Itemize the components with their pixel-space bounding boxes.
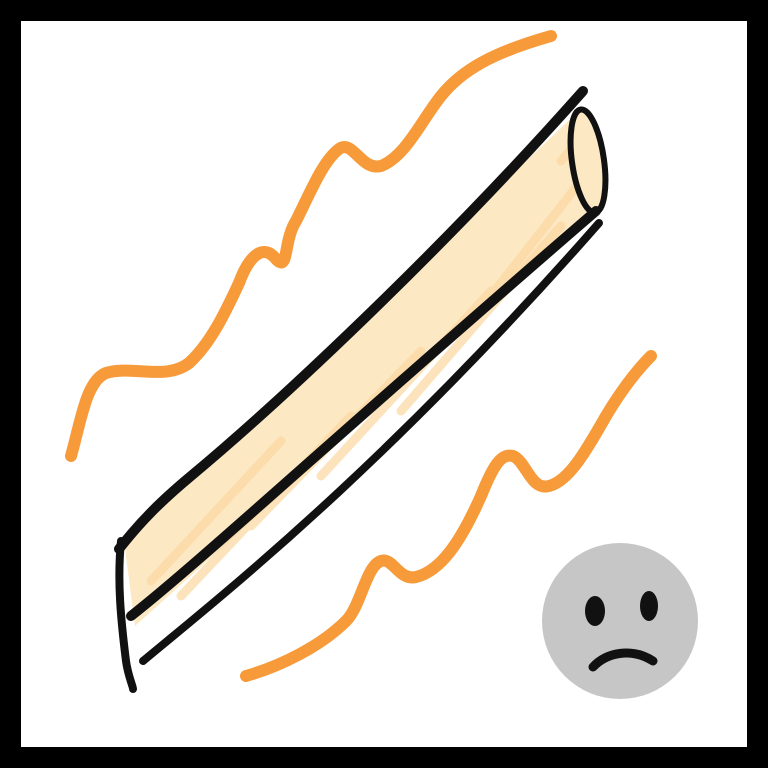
sad-face-icon bbox=[542, 543, 698, 699]
breadstick-outline-left-end bbox=[115, 537, 137, 693]
breadstick-fill bbox=[124, 109, 599, 626]
breadstick-outline-top bbox=[114, 86, 588, 554]
breadstick-outline-middle bbox=[126, 206, 601, 621]
comic-panel bbox=[21, 21, 747, 747]
sad-face-mouth bbox=[588, 648, 658, 672]
sad-face-head bbox=[542, 543, 698, 699]
breadstick-icon bbox=[114, 86, 609, 693]
breadstick-outline-bottom bbox=[139, 219, 603, 665]
heat-line-lower-icon bbox=[240, 350, 657, 682]
illustration-canvas bbox=[65, 30, 698, 699]
heat-line-upper-icon bbox=[65, 30, 557, 462]
sad-face-left-eye bbox=[585, 596, 605, 626]
sad-face-right-eye bbox=[640, 591, 658, 621]
